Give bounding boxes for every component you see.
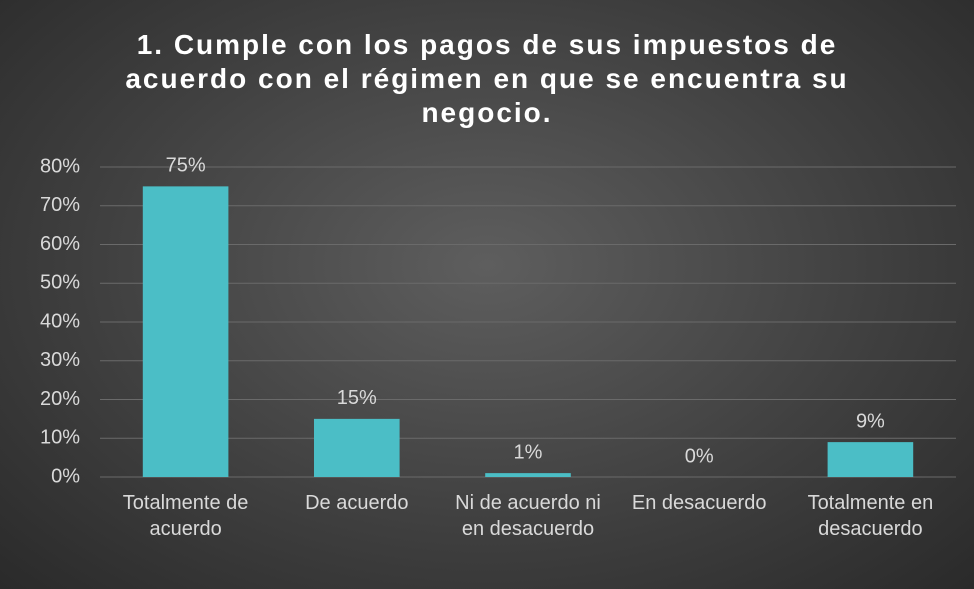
x-tick-label: De acuerdo — [305, 492, 409, 514]
bar — [485, 473, 571, 477]
chart-title: 1. Cumple con los pagos de sus impuestos… — [125, 29, 849, 128]
data-label: 1% — [514, 441, 543, 463]
x-tick-label: En desacuerdo — [631, 492, 767, 514]
x-tick-label: Totalmente en desacuerdo — [807, 492, 934, 540]
bar — [314, 418, 400, 477]
y-tick-label: 70% — [40, 194, 80, 216]
y-tick-label: 0% — [51, 465, 80, 487]
data-label: 15% — [337, 387, 377, 409]
x-tick-label: Ni de acuerdo ni en desacuerdo — [455, 492, 601, 540]
data-label: 0% — [685, 445, 714, 467]
y-tick-label: 10% — [40, 427, 80, 449]
y-tick-label: 50% — [40, 272, 80, 294]
x-tick-label: Totalmente de acuerdo — [122, 492, 249, 540]
bar — [142, 186, 229, 477]
y-tick-label: 80% — [40, 155, 80, 177]
y-tick-label: 60% — [40, 233, 80, 255]
data-label: 75% — [166, 155, 206, 177]
data-label: 9% — [856, 410, 885, 432]
bar — [827, 442, 914, 477]
y-tick-label: 20% — [40, 388, 80, 410]
y-tick-label: 30% — [40, 349, 80, 371]
y-tick-label: 40% — [40, 310, 80, 332]
